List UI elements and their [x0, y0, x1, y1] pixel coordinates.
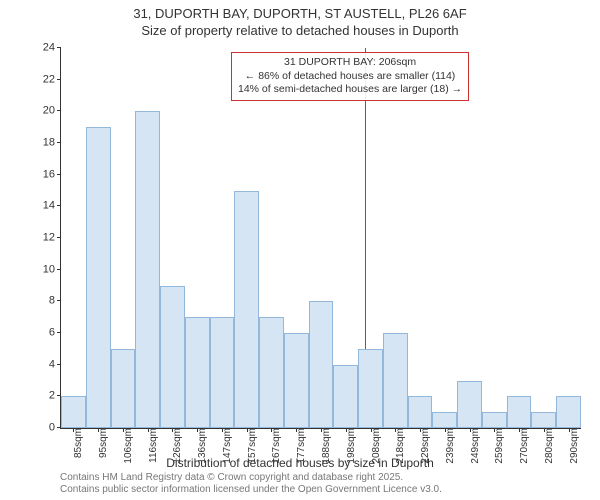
histogram-bar: [457, 381, 482, 429]
x-tick-mark: [172, 428, 173, 432]
annotation-box: 31 DUPORTH BAY: 206sqm ← 86% of detached…: [231, 52, 469, 101]
y-tick-label: 24: [43, 43, 61, 54]
footer-line-1: Contains HM Land Registry data © Crown c…: [60, 472, 442, 484]
x-tick-mark: [569, 428, 570, 432]
x-tick-mark: [73, 428, 74, 432]
y-tick-mark: [57, 364, 61, 365]
histogram-bar: [358, 349, 383, 428]
x-tick-mark: [271, 428, 272, 432]
annotation-line-3: 14% of semi-detached houses are larger (…: [238, 83, 462, 97]
y-tick-mark: [57, 300, 61, 301]
x-tick-label: 95sqm: [94, 428, 109, 458]
annotation-line-2: ← 86% of detached houses are smaller (11…: [238, 70, 462, 84]
title-line-2: Size of property relative to detached ho…: [0, 23, 600, 40]
y-tick-mark: [57, 110, 61, 111]
y-tick-mark: [57, 205, 61, 206]
x-tick-mark: [222, 428, 223, 432]
x-tick-mark: [395, 428, 396, 432]
x-tick-mark: [420, 428, 421, 432]
y-tick-mark: [57, 47, 61, 48]
x-tick-mark: [98, 428, 99, 432]
x-tick-mark: [123, 428, 124, 432]
x-axis-label: Distribution of detached houses by size …: [0, 456, 600, 470]
histogram-bar: [259, 317, 284, 428]
footer-attribution: Contains HM Land Registry data © Crown c…: [60, 472, 442, 496]
y-tick-mark: [57, 237, 61, 238]
y-tick-label: 20: [43, 106, 61, 117]
histogram-bar: [531, 412, 556, 428]
x-tick-mark: [371, 428, 372, 432]
annotation-line-1: 31 DUPORTH BAY: 206sqm: [238, 56, 462, 70]
x-tick-mark: [296, 428, 297, 432]
x-tick-label: 85sqm: [69, 428, 84, 458]
y-tick-label: 12: [43, 233, 61, 244]
y-tick-mark: [57, 142, 61, 143]
y-tick-mark: [57, 79, 61, 80]
histogram-bar: [234, 191, 259, 429]
histogram-bar: [284, 333, 309, 428]
y-tick-label: 8: [49, 296, 61, 307]
histogram-bar: [111, 349, 136, 428]
y-tick-mark: [57, 332, 61, 333]
histogram-bar: [333, 365, 358, 428]
histogram-bar: [135, 111, 160, 428]
histogram-bar: [408, 396, 433, 428]
histogram-bar: [86, 127, 111, 428]
histogram-bar: [309, 301, 334, 428]
x-tick-mark: [470, 428, 471, 432]
chart-title: 31, DUPORTH BAY, DUPORTH, ST AUSTELL, PL…: [0, 0, 600, 40]
histogram-bar: [185, 317, 210, 428]
y-tick-label: 14: [43, 201, 61, 212]
x-tick-mark: [445, 428, 446, 432]
x-tick-mark: [519, 428, 520, 432]
histogram-bar: [482, 412, 507, 428]
y-tick-label: 18: [43, 138, 61, 149]
x-tick-mark: [544, 428, 545, 432]
histogram-bar: [383, 333, 408, 428]
x-tick-mark: [494, 428, 495, 432]
x-tick-mark: [148, 428, 149, 432]
title-line-1: 31, DUPORTH BAY, DUPORTH, ST AUSTELL, PL…: [0, 6, 600, 23]
y-tick-label: 2: [49, 391, 61, 402]
plot-area: 31 DUPORTH BAY: 206sqm ← 86% of detached…: [60, 48, 581, 429]
footer-line-2: Contains public sector information licen…: [60, 484, 442, 496]
y-tick-label: 0: [49, 423, 61, 434]
histogram-bar: [210, 317, 235, 428]
histogram-bar: [556, 396, 581, 428]
histogram-bar: [507, 396, 532, 428]
x-tick-mark: [197, 428, 198, 432]
y-tick-label: 10: [43, 264, 61, 275]
chart-container: 31, DUPORTH BAY, DUPORTH, ST AUSTELL, PL…: [0, 0, 600, 500]
y-tick-mark: [57, 174, 61, 175]
y-tick-label: 16: [43, 169, 61, 180]
y-tick-label: 4: [49, 359, 61, 370]
x-tick-mark: [321, 428, 322, 432]
y-tick-label: 6: [49, 328, 61, 339]
histogram-bar: [160, 286, 185, 429]
y-tick-label: 22: [43, 74, 61, 85]
x-tick-mark: [247, 428, 248, 432]
histogram-bar: [432, 412, 457, 428]
y-tick-mark: [57, 269, 61, 270]
x-tick-mark: [346, 428, 347, 432]
histogram-bar: [61, 396, 86, 428]
